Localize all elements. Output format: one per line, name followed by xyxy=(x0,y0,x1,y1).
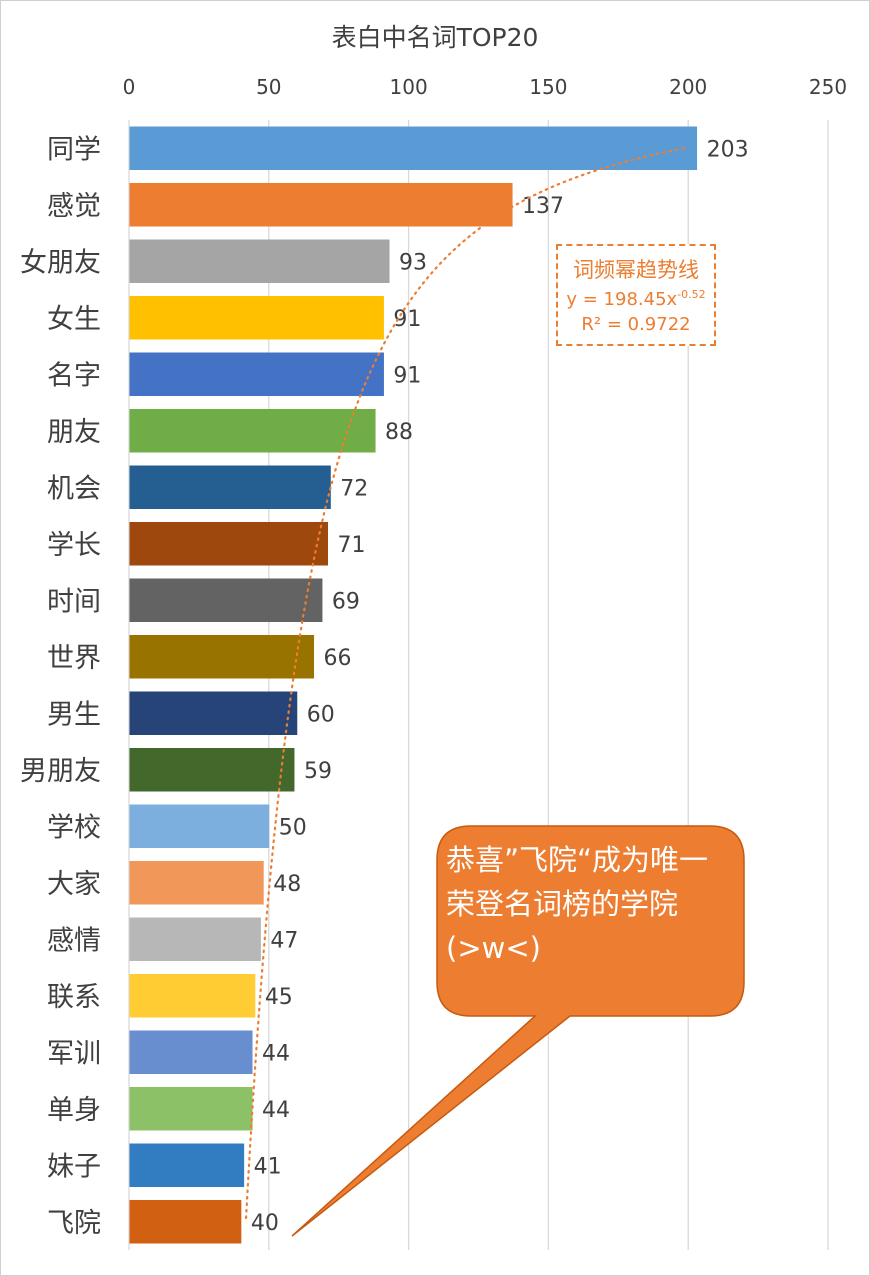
category-label: 女生 xyxy=(47,304,101,335)
value-label: 59 xyxy=(304,759,332,784)
category-label: 世界 xyxy=(47,643,101,674)
bar xyxy=(129,578,323,623)
trendline-label: 词频幂趋势线 xyxy=(573,258,699,282)
trendline-r2: R² = 0.9722 xyxy=(581,314,691,335)
bar xyxy=(129,634,315,679)
x-tick-label: 50 xyxy=(256,75,281,99)
bar xyxy=(129,521,329,566)
trendline-equation: y = 198.45x-0.52 xyxy=(566,288,706,310)
bar xyxy=(129,973,256,1018)
trendline xyxy=(244,147,685,1223)
value-label: 91 xyxy=(393,363,421,388)
category-label: 男生 xyxy=(47,699,101,730)
category-label: 感觉 xyxy=(47,191,101,222)
value-label: 69 xyxy=(332,589,360,614)
bar xyxy=(129,804,270,849)
category-label: 机会 xyxy=(47,473,101,504)
bar xyxy=(129,691,298,736)
bar xyxy=(129,352,384,397)
value-label: 41 xyxy=(254,1154,282,1179)
value-label: 50 xyxy=(279,815,307,840)
value-label: 47 xyxy=(270,928,298,953)
value-label: 72 xyxy=(340,476,368,501)
category-label: 感情 xyxy=(47,925,101,956)
category-label: 名字 xyxy=(47,360,101,391)
category-label: 联系 xyxy=(47,982,101,1013)
category-label: 朋友 xyxy=(47,417,101,448)
trendline-label-box: 词频幂趋势线 y = 198.45x-0.52 R² = 0.9722 xyxy=(556,244,716,346)
value-label: 203 xyxy=(707,137,749,162)
value-label: 44 xyxy=(262,1041,290,1066)
bar xyxy=(129,1199,242,1244)
bar xyxy=(129,747,295,792)
category-label: 军训 xyxy=(47,1038,101,1069)
bar xyxy=(129,1030,253,1075)
category-label: 学长 xyxy=(47,530,101,561)
bar xyxy=(129,917,261,962)
value-label: 71 xyxy=(338,533,366,558)
value-label: 48 xyxy=(273,872,301,897)
category-label: 大家 xyxy=(47,869,101,900)
x-tick-label: 200 xyxy=(669,75,707,99)
x-tick-label: 150 xyxy=(529,75,567,99)
value-label: 45 xyxy=(265,985,293,1010)
category-label: 女朋友 xyxy=(20,247,101,278)
bar xyxy=(129,126,698,171)
category-label: 男朋友 xyxy=(20,756,101,787)
value-label: 44 xyxy=(262,1098,290,1123)
category-label: 飞院 xyxy=(47,1208,101,1239)
value-label: 40 xyxy=(251,1211,279,1236)
callout-layer xyxy=(291,825,745,1237)
bar xyxy=(129,465,331,510)
bar xyxy=(129,1143,245,1188)
x-tick-label: 250 xyxy=(809,75,847,99)
bar xyxy=(129,408,376,453)
bar xyxy=(129,1086,253,1131)
value-label: 66 xyxy=(324,646,352,671)
bar xyxy=(129,239,390,284)
category-label: 妹子 xyxy=(47,1151,101,1182)
bar xyxy=(129,295,384,340)
chart-title: 表白中名词TOP20 xyxy=(331,23,539,52)
category-label: 时间 xyxy=(47,586,101,617)
category-label: 同学 xyxy=(47,134,101,165)
x-tick-label: 100 xyxy=(390,75,428,99)
value-label: 60 xyxy=(307,702,335,727)
bar xyxy=(129,860,264,905)
x-tick-label: 0 xyxy=(123,75,136,99)
value-label: 93 xyxy=(399,250,427,275)
bar xyxy=(129,182,513,227)
callout-text: 恭喜”飞院“成为唯一荣登名词榜的学院(>w<) xyxy=(446,843,709,965)
category-label: 单身 xyxy=(47,1095,101,1126)
category-label: 学校 xyxy=(47,812,101,843)
value-label: 88 xyxy=(385,420,413,445)
callout-bubble xyxy=(291,825,745,1237)
